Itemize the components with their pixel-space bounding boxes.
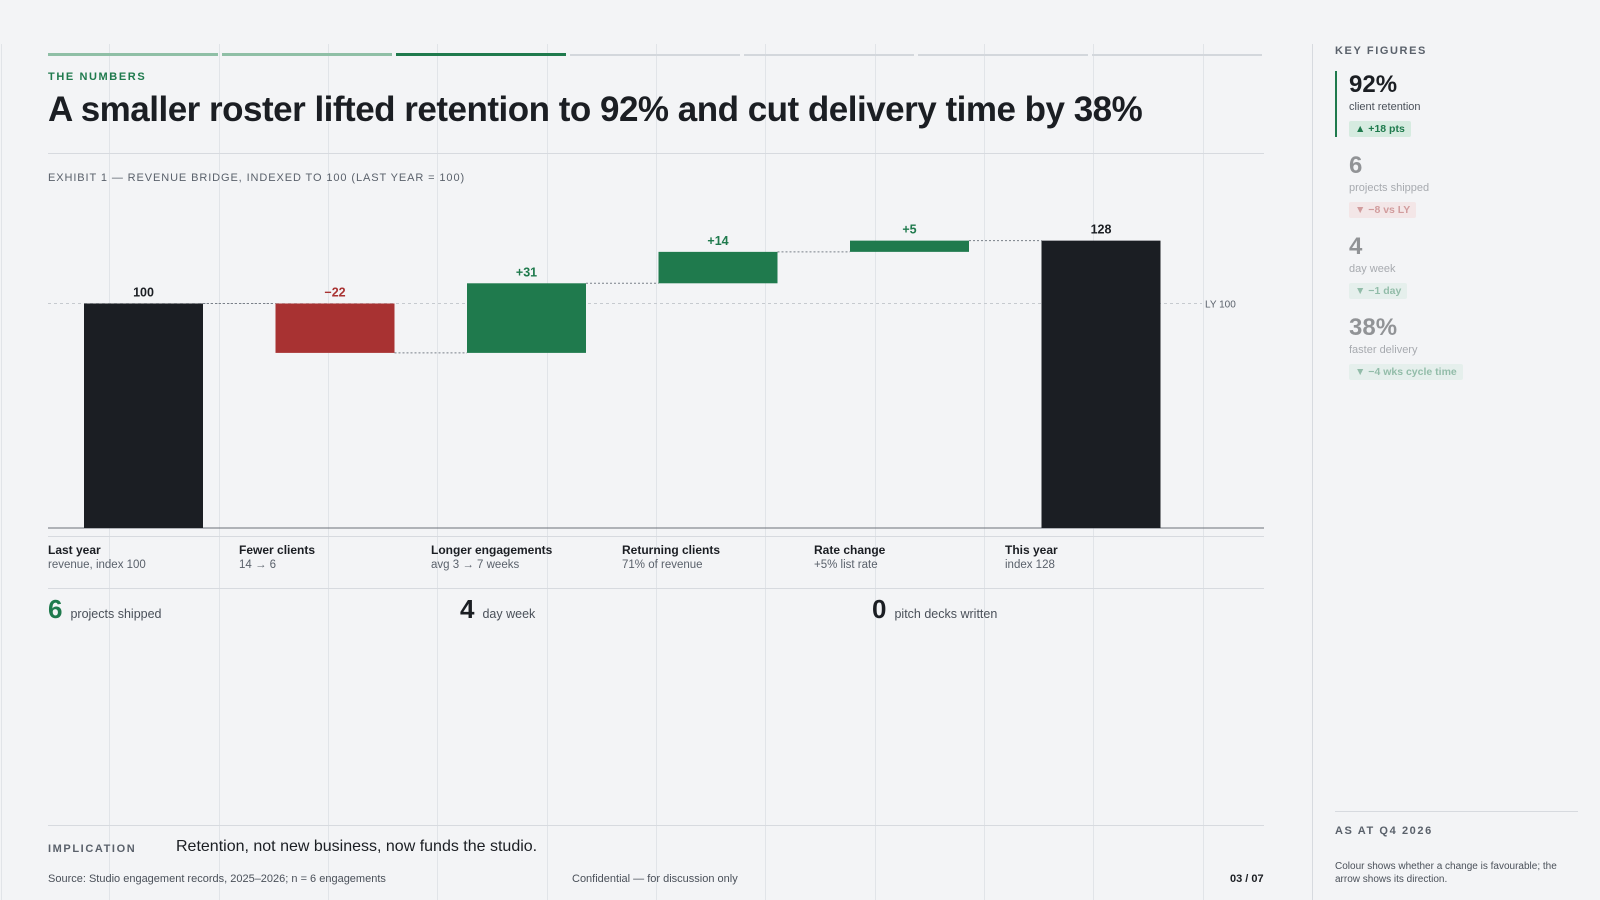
progress-segment: [570, 54, 740, 56]
key-figure-value: 38%: [1349, 314, 1398, 341]
key-figure-retention[interactable]: 92% client retention ▲ +18 pts: [1335, 71, 1589, 137]
category-name: Fewer clients: [239, 543, 316, 557]
key-figure-badge: ▼ −4 wks cycle time: [1349, 364, 1463, 380]
category-detail: 14 → 6: [239, 559, 277, 571]
bar-this-year: [1041, 240, 1161, 528]
bar-fewer-clients: [275, 303, 395, 353]
category-detail: 71% of revenue: [622, 559, 703, 571]
bar-returning-clients: [658, 251, 778, 284]
key-figure-value: 92%: [1349, 71, 1398, 98]
category-detail: +5% list rate: [814, 559, 878, 571]
stat-label: pitch decks written: [894, 607, 998, 621]
sidebar-divider: [1312, 44, 1313, 900]
grid-line: [1203, 44, 1204, 900]
category-name: This year: [1005, 543, 1058, 557]
bar-longer-engagements: [467, 283, 586, 353]
data-label: +31: [516, 265, 537, 279]
stat-number: 0: [872, 594, 887, 624]
stat-number: 4: [460, 594, 475, 624]
grid-line: [656, 44, 657, 900]
category-label: Returning clients 71% of revenue: [622, 543, 802, 571]
confidential-note: Confidential — for discussion only: [572, 873, 738, 885]
key-figure-day-week[interactable]: 4 day week ▼ −1 day: [1335, 233, 1589, 299]
reference-line-label: LY 100: [1205, 300, 1236, 311]
axis-divider: [48, 536, 1264, 537]
as-at-divider: [1335, 811, 1578, 812]
category-label: Last year revenue, index 100: [48, 543, 228, 571]
category-detail: revenue, index 100: [48, 559, 146, 571]
grid-line: [765, 44, 766, 900]
category-label: This year index 128: [1005, 543, 1185, 571]
category-detail: avg 3 → 7 weeks: [431, 559, 520, 571]
grid-line: [875, 44, 876, 900]
data-label: 128: [1091, 223, 1112, 237]
category-label: Fewer clients 14 → 6: [239, 543, 419, 571]
grid-line: [1, 44, 2, 900]
stat-pitch-decks: 0 pitch decks written: [872, 594, 997, 625]
stat-projects: 6 projects shipped: [48, 594, 162, 625]
key-figure-label: projects shipped: [1349, 182, 1430, 194]
key-figure-label: day week: [1349, 263, 1396, 275]
stat-label: day week: [482, 607, 536, 621]
grid-line: [437, 44, 438, 900]
key-figure-value: 4: [1349, 233, 1363, 260]
deck-progress: [48, 53, 1262, 56]
category-name: Returning clients: [622, 543, 721, 557]
section-eyebrow: THE NUMBERS: [48, 71, 147, 83]
grid-line: [547, 44, 548, 900]
grid-line: [984, 44, 985, 900]
page-number: 03 / 07: [1230, 873, 1264, 885]
key-figure-label: faster delivery: [1349, 344, 1418, 356]
key-figures-title: KEY FIGURES: [1335, 45, 1427, 57]
grid-line: [219, 44, 220, 900]
data-label: +14: [707, 234, 728, 248]
implication-divider: [48, 825, 1264, 826]
source-note: Source: Studio engagement records, 2025–…: [48, 873, 386, 885]
progress-segment: [48, 53, 218, 56]
category-name: Longer engagements: [431, 543, 553, 557]
bar-rate-change: [850, 240, 969, 252]
stat-day-week: 4 day week: [460, 594, 535, 625]
grid-line: [328, 44, 329, 900]
key-figure-badge: ▼ −1 day: [1349, 283, 1408, 299]
data-label: 100: [133, 286, 154, 300]
progress-segment: [744, 54, 914, 56]
progress-segment: [396, 53, 566, 56]
bar-last-year: [84, 303, 203, 528]
revenue-bridge-chart: LY 100 100 −22 +31 +14 +5 128: [48, 223, 1264, 529]
category-name: Last year: [48, 543, 101, 557]
category-name: Rate change: [814, 543, 886, 557]
key-figure-badge: ▲ +18 pts: [1349, 121, 1411, 137]
progress-segment: [918, 54, 1088, 56]
title-divider: [48, 153, 1264, 154]
colour-note: Colour shows whether a change is favoura…: [1335, 861, 1557, 885]
implication-label: IMPLICATION: [48, 843, 137, 855]
key-figure-label: client retention: [1349, 101, 1421, 113]
implication-text: Retention, not new business, now funds t…: [176, 838, 538, 855]
data-label: −22: [324, 286, 345, 300]
stat-number: 6: [48, 594, 63, 624]
key-figure-badge: ▼ −8 vs LY: [1349, 202, 1417, 218]
as-at-label: AS AT Q4 2026: [1335, 825, 1433, 837]
exhibit-label: EXHIBIT 1 — REVENUE BRIDGE, INDEXED TO 1…: [48, 172, 466, 184]
page-title: A smaller roster lifted retention to 92%…: [48, 90, 1143, 129]
progress-segment: [1092, 54, 1262, 56]
category-detail: index 128: [1005, 559, 1055, 571]
progress-segment: [222, 53, 392, 56]
stat-label: projects shipped: [70, 607, 162, 621]
key-figure-delivery[interactable]: 38% faster delivery ▼ −4 wks cycle time: [1335, 314, 1589, 380]
data-label: +5: [902, 223, 916, 237]
key-figure-value: 6: [1349, 152, 1363, 179]
key-figure-projects[interactable]: 6 projects shipped ▼ −8 vs LY: [1335, 152, 1589, 218]
category-label: Rate change +5% list rate: [814, 543, 994, 571]
category-label: Longer engagements avg 3 → 7 weeks: [431, 543, 611, 571]
stats-divider: [48, 588, 1264, 589]
